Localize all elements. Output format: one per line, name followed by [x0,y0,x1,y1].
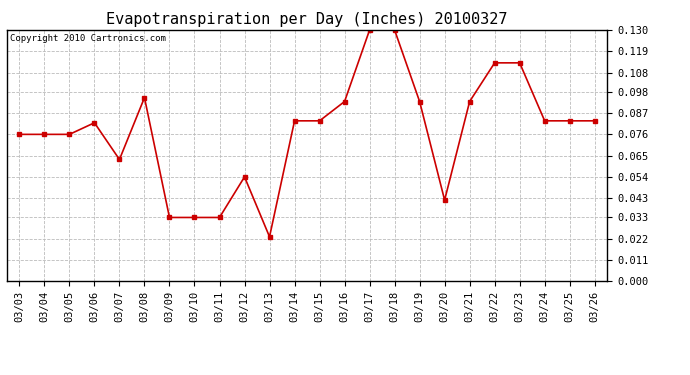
Title: Evapotranspiration per Day (Inches) 20100327: Evapotranspiration per Day (Inches) 2010… [106,12,508,27]
Text: Copyright 2010 Cartronics.com: Copyright 2010 Cartronics.com [10,34,166,43]
